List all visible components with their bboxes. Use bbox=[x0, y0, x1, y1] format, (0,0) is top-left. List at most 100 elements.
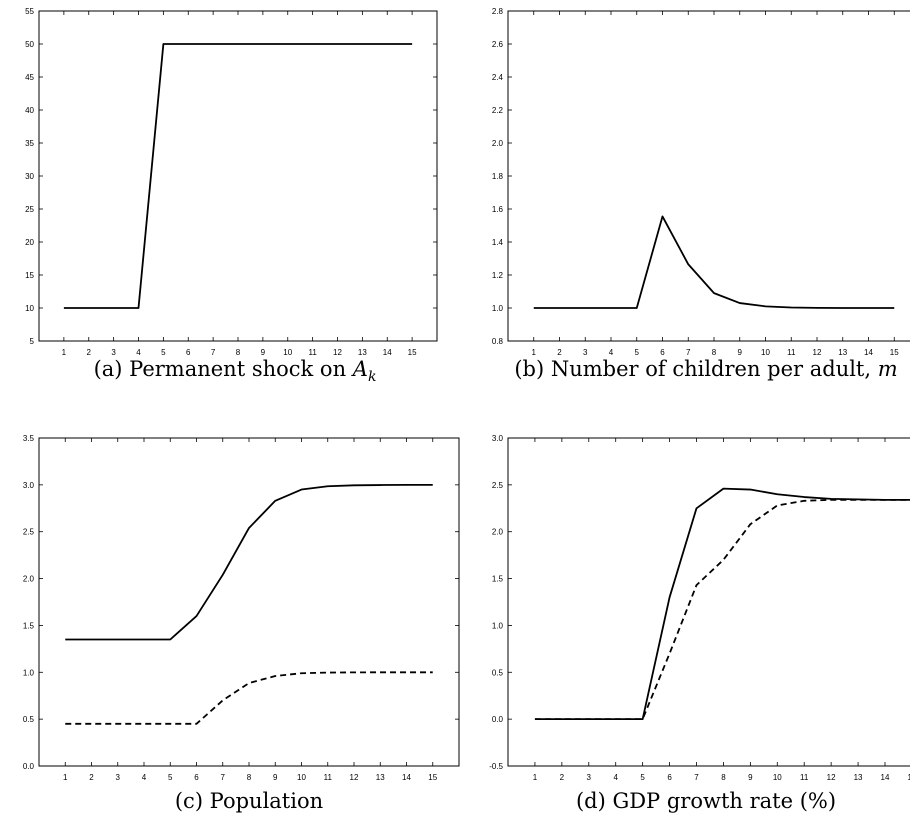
x-tick-label: 13 bbox=[838, 348, 847, 357]
x-tick-label: 3 bbox=[116, 773, 121, 782]
x-tick-label: 1 bbox=[532, 348, 537, 357]
x-tick-label: 3 bbox=[583, 348, 588, 357]
caption-math-symbol: A bbox=[351, 357, 368, 381]
x-tick-label: 12 bbox=[827, 773, 836, 782]
y-tick-label: 15 bbox=[25, 271, 34, 280]
x-tick-label: 13 bbox=[358, 348, 367, 357]
plot-frame bbox=[38, 10, 438, 342]
x-tick-label: 1 bbox=[63, 773, 68, 782]
y-tick-label: 0.0 bbox=[492, 715, 504, 724]
panel-c: 0.00.51.01.52.02.53.03.51 2 3 4 5 6 7 8 9 10 11 12 1… bbox=[23, 434, 460, 813]
y-tick-label: 2.5 bbox=[23, 528, 35, 537]
plot-frame bbox=[38, 437, 460, 767]
panel-d: -0.50.00.51.01.52.02.53.01 2 3 4 5 6 7 8 9 10 11 12… bbox=[489, 434, 910, 813]
x-tick-label: 14 bbox=[402, 773, 411, 782]
panel-caption: (b) Number of children per adult, m bbox=[514, 357, 897, 381]
y-tick-label: 1.5 bbox=[23, 621, 35, 630]
x-tick-label: 13 bbox=[376, 773, 385, 782]
y-tick-label: 2.0 bbox=[492, 528, 504, 537]
y-tick-label: 1.0 bbox=[492, 304, 504, 313]
y-tick-label: 50 bbox=[25, 40, 34, 49]
panel-caption: (a) Permanent shock on Ak bbox=[94, 357, 377, 385]
y-tick-label: 5 bbox=[30, 337, 35, 346]
plot-frame bbox=[507, 437, 910, 767]
y-tick-label: 2.5 bbox=[492, 481, 504, 490]
y-tick-label: 3.0 bbox=[23, 481, 35, 490]
x-tick-label: 2 bbox=[560, 773, 565, 782]
y-tick-label: 45 bbox=[25, 73, 34, 82]
x-tick-label: 14 bbox=[881, 773, 890, 782]
x-tick-label: 1 bbox=[62, 348, 67, 357]
y-tick-label: 2.0 bbox=[492, 139, 504, 148]
x-tick-label: 12 bbox=[350, 773, 359, 782]
series-line-solid bbox=[63, 43, 413, 309]
x-tick-label: 15 bbox=[428, 773, 437, 782]
y-tick-label: 1.5 bbox=[492, 575, 504, 584]
x-tick-label: 11 bbox=[324, 773, 333, 782]
x-tick-label: 4 bbox=[136, 348, 141, 357]
y-tick-label: 10 bbox=[25, 304, 34, 313]
y-tick-label: 1.4 bbox=[492, 238, 504, 247]
x-tick-label: 10 bbox=[283, 348, 292, 357]
x-tick-label: 11 bbox=[800, 773, 809, 782]
x-tick-label: 6 bbox=[667, 773, 672, 782]
x-tick-label: 14 bbox=[383, 348, 392, 357]
x-tick-label: 7 bbox=[686, 348, 691, 357]
series-line-dashed bbox=[534, 498, 910, 721]
y-tick-label: 1.0 bbox=[492, 621, 504, 630]
x-tick-label: 5 bbox=[168, 773, 173, 782]
x-tick-label: 6 bbox=[194, 773, 199, 782]
x-tick-label: 10 bbox=[297, 773, 306, 782]
y-tick-label: 2.6 bbox=[492, 40, 504, 49]
x-tick-label: 11 bbox=[308, 348, 317, 357]
x-tick-label: 2 bbox=[87, 348, 92, 357]
y-tick-label: 20 bbox=[25, 238, 34, 247]
caption-math-symbol: m bbox=[878, 357, 898, 381]
x-tick-label: 5 bbox=[635, 348, 640, 357]
x-tick-label: 2 bbox=[89, 773, 94, 782]
y-tick-label: 30 bbox=[25, 172, 34, 181]
x-tick-label: 4 bbox=[609, 348, 614, 357]
y-tick-label: 3.5 bbox=[23, 434, 35, 443]
x-tick-label: 15 bbox=[890, 348, 899, 357]
x-tick-label: 14 bbox=[864, 348, 873, 357]
x-tick-label: 10 bbox=[773, 773, 782, 782]
x-tick-label: 12 bbox=[813, 348, 822, 357]
y-tick-label: 2.0 bbox=[23, 575, 35, 584]
x-tick-label: 11 bbox=[787, 348, 796, 357]
caption-text: (d) GDP growth rate (%) bbox=[576, 789, 836, 813]
x-tick-label: 5 bbox=[640, 773, 645, 782]
series-line-solid bbox=[65, 483, 433, 641]
x-tick-label: 9 bbox=[261, 348, 266, 357]
caption-math-subscript: k bbox=[368, 369, 376, 385]
x-tick-label: 10 bbox=[761, 348, 770, 357]
x-tick-label: 3 bbox=[587, 773, 592, 782]
y-tick-label: 3.0 bbox=[492, 434, 504, 443]
y-tick-label: -0.5 bbox=[489, 762, 503, 771]
series-line-solid bbox=[534, 487, 910, 721]
y-tick-label: 35 bbox=[25, 139, 34, 148]
panel-caption: (d) GDP growth rate (%) bbox=[576, 789, 836, 813]
x-tick-label: 8 bbox=[236, 348, 241, 357]
series-line-solid bbox=[533, 215, 895, 309]
y-tick-label: 1.2 bbox=[492, 271, 504, 280]
y-tick-label: 1.8 bbox=[492, 172, 504, 181]
x-tick-label: 9 bbox=[273, 773, 278, 782]
y-tick-label: 40 bbox=[25, 106, 34, 115]
x-tick-label: 2 bbox=[557, 348, 562, 357]
x-tick-label: 13 bbox=[854, 773, 863, 782]
series-line-dashed bbox=[65, 671, 433, 725]
y-tick-label: 55 bbox=[25, 7, 34, 16]
x-tick-label: 8 bbox=[247, 773, 252, 782]
y-tick-label: 0.5 bbox=[492, 668, 504, 677]
y-tick-label: 0.0 bbox=[23, 762, 35, 771]
x-tick-label: 7 bbox=[694, 773, 699, 782]
y-tick-label: 0.8 bbox=[492, 337, 504, 346]
x-tick-label: 4 bbox=[142, 773, 147, 782]
caption-text: (c) Population bbox=[175, 789, 323, 813]
panel-caption: (c) Population bbox=[175, 789, 323, 813]
x-tick-label: 4 bbox=[613, 773, 618, 782]
x-tick-label: 9 bbox=[738, 348, 743, 357]
x-tick-label: 9 bbox=[748, 773, 753, 782]
